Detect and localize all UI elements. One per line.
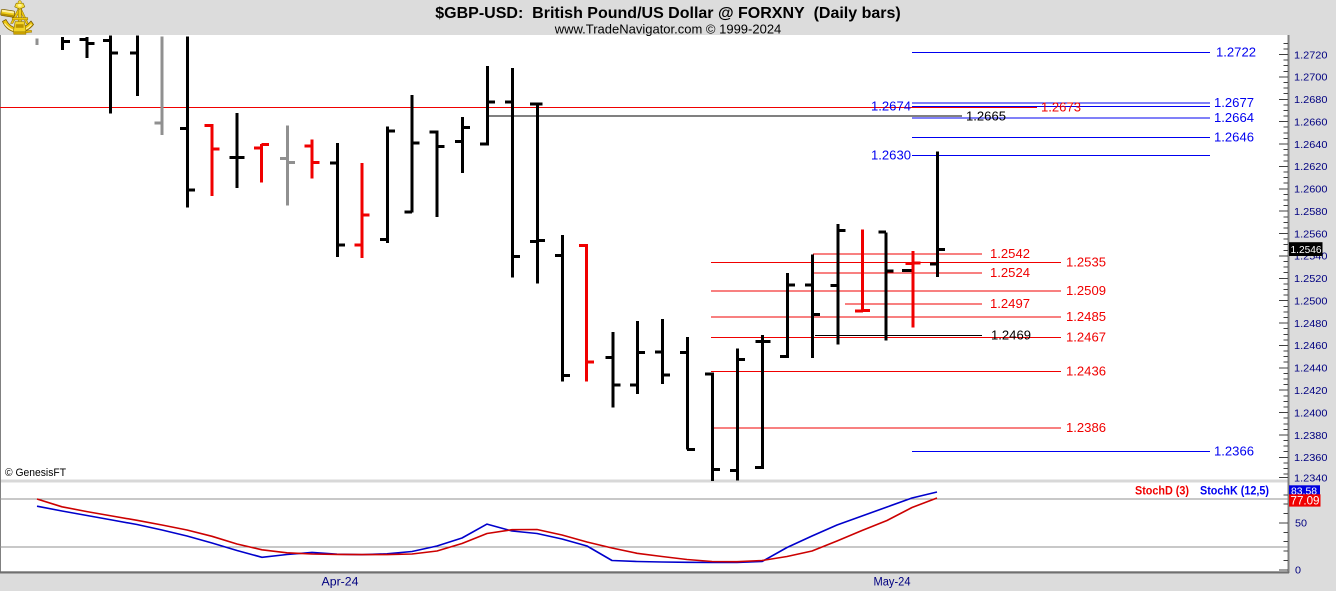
svg-text:1.2646: 1.2646	[1214, 130, 1254, 144]
svg-text:1.2620: 1.2620	[1294, 161, 1328, 173]
svg-text:1.2509: 1.2509	[1066, 284, 1106, 298]
svg-text:StochK (12,5): StochK (12,5)	[1200, 483, 1269, 497]
svg-text:1.2720: 1.2720	[1294, 49, 1328, 61]
svg-text:1.2580: 1.2580	[1294, 206, 1328, 218]
svg-text:1.2460: 1.2460	[1294, 340, 1328, 352]
svg-text:1.2535: 1.2535	[1066, 256, 1106, 270]
svg-text:1.2360: 1.2360	[1294, 452, 1328, 464]
svg-text:1.2440: 1.2440	[1294, 363, 1328, 375]
svg-text:1.2497: 1.2497	[990, 297, 1030, 311]
svg-text:1.2469: 1.2469	[991, 328, 1031, 342]
svg-text:1.2660: 1.2660	[1294, 116, 1328, 128]
svg-text:0: 0	[1295, 565, 1301, 577]
svg-text:© GenesisFT: © GenesisFT	[5, 467, 66, 479]
svg-text:1.2664: 1.2664	[1214, 111, 1254, 125]
svg-text:1.2386: 1.2386	[1066, 421, 1106, 435]
svg-text:1.2366: 1.2366	[1214, 444, 1254, 458]
svg-text:1.2680: 1.2680	[1294, 94, 1328, 106]
svg-text:1.2722: 1.2722	[1216, 45, 1256, 59]
svg-text:1.2480: 1.2480	[1294, 318, 1328, 330]
svg-text:1.2560: 1.2560	[1294, 228, 1328, 240]
svg-text:1.2500: 1.2500	[1294, 295, 1328, 307]
svg-text:1.2600: 1.2600	[1294, 184, 1328, 196]
svg-text:1.2665: 1.2665	[966, 110, 1006, 124]
svg-text:1.2485: 1.2485	[1066, 310, 1106, 324]
svg-text:1.2542: 1.2542	[990, 247, 1030, 261]
svg-text:77.09: 77.09	[1291, 496, 1320, 508]
svg-text:1.2340: 1.2340	[1294, 472, 1328, 484]
svg-text:StochD (3): StochD (3)	[1135, 483, 1189, 497]
svg-text:Apr-24: Apr-24	[322, 577, 360, 589]
svg-text:1.2546: 1.2546	[1291, 244, 1322, 256]
svg-text:$GBP-USD: British Pound/US Do: $GBP-USD: British Pound/US Dollar @ FORX…	[435, 5, 900, 22]
svg-text:1.2400: 1.2400	[1294, 407, 1328, 419]
svg-text:May-24: May-24	[874, 577, 912, 589]
svg-text:1.2673: 1.2673	[1041, 101, 1081, 115]
svg-text:1.2630: 1.2630	[871, 149, 911, 163]
svg-text:50: 50	[1295, 518, 1307, 530]
svg-text:1.2674: 1.2674	[871, 99, 911, 113]
svg-text:1.2420: 1.2420	[1294, 385, 1328, 397]
svg-text:1.2467: 1.2467	[1066, 331, 1106, 345]
svg-text:1.2700: 1.2700	[1294, 72, 1328, 84]
svg-text:www.TradeNavigator.com © 1999-: www.TradeNavigator.com © 1999-2024	[554, 22, 782, 37]
svg-text:1.2380: 1.2380	[1294, 430, 1328, 442]
svg-text:1.2520: 1.2520	[1294, 273, 1328, 285]
svg-text:1.2640: 1.2640	[1294, 139, 1328, 151]
svg-text:1.2524: 1.2524	[990, 266, 1030, 280]
svg-text:1.2436: 1.2436	[1066, 365, 1106, 379]
svg-text:1.2677: 1.2677	[1214, 96, 1254, 110]
